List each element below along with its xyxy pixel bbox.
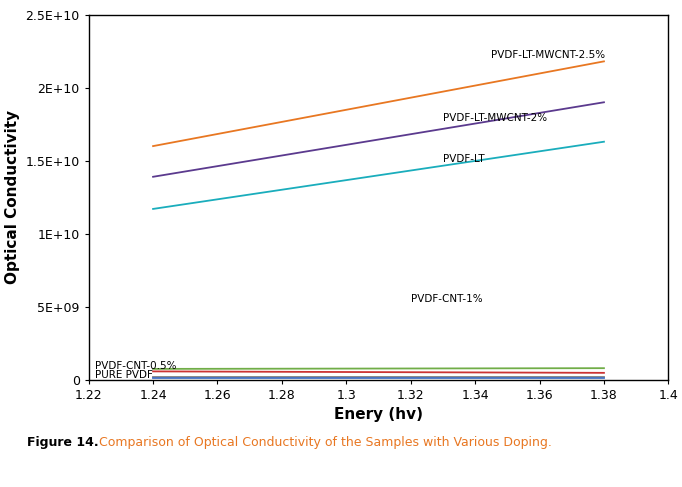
- Text: PVDF-LT: PVDF-LT: [443, 154, 484, 164]
- Text: PVDF-LT-MWCNT-2.5%: PVDF-LT-MWCNT-2.5%: [491, 51, 606, 60]
- Text: PVDF-CNT-1%: PVDF-CNT-1%: [411, 295, 482, 304]
- Text: PVDF-CNT-0.5%: PVDF-CNT-0.5%: [95, 361, 177, 371]
- Y-axis label: Optical Conductivity: Optical Conductivity: [5, 110, 20, 284]
- Text: Comparison of Optical Conductivity of the Samples with Various Doping.: Comparison of Optical Conductivity of th…: [99, 435, 552, 449]
- Text: PVDF-LT-MWCNT-2%: PVDF-LT-MWCNT-2%: [443, 113, 547, 123]
- X-axis label: Enery (hv): Enery (hv): [334, 408, 423, 422]
- Text: PURE PVDF: PURE PVDF: [95, 370, 153, 380]
- Text: Figure 14.: Figure 14.: [27, 435, 99, 449]
